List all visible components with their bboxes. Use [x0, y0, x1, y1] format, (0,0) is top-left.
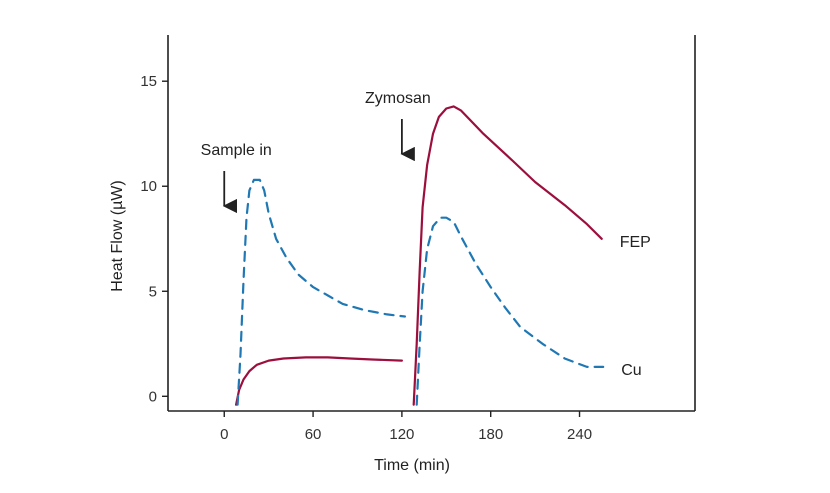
x-tick-label: 240	[567, 426, 592, 443]
y-tick-label: 0	[149, 388, 157, 405]
series-fep-label: FEP	[620, 234, 651, 251]
y-tick-label: 10	[140, 178, 157, 195]
x-tick-label: 180	[478, 426, 503, 443]
annotation-label: Sample in	[201, 142, 272, 159]
x-tick-label: 120	[389, 426, 414, 443]
series-cu-label: Cu	[621, 362, 641, 379]
y-axis-title: Heat Flow (µW)	[109, 180, 126, 291]
series-fep-line	[412, 105, 603, 406]
axes: 0 60 120 180 240 0 5 10 15	[140, 35, 696, 443]
x-tick-label: 0	[220, 426, 228, 443]
annotation-label: Zymosan	[365, 90, 431, 107]
x-axis-title: Time (min)	[374, 457, 450, 474]
series-cu-line	[415, 216, 605, 406]
y-tick-label: 15	[140, 73, 157, 90]
series-fep-line	[235, 356, 403, 406]
series-layer: FEP Cu	[235, 105, 651, 406]
annotations: Sample in Zymosan	[201, 90, 431, 214]
y-tick-label: 5	[149, 283, 157, 300]
x-tick-label: 60	[305, 426, 322, 443]
series-cu-line	[236, 178, 406, 406]
